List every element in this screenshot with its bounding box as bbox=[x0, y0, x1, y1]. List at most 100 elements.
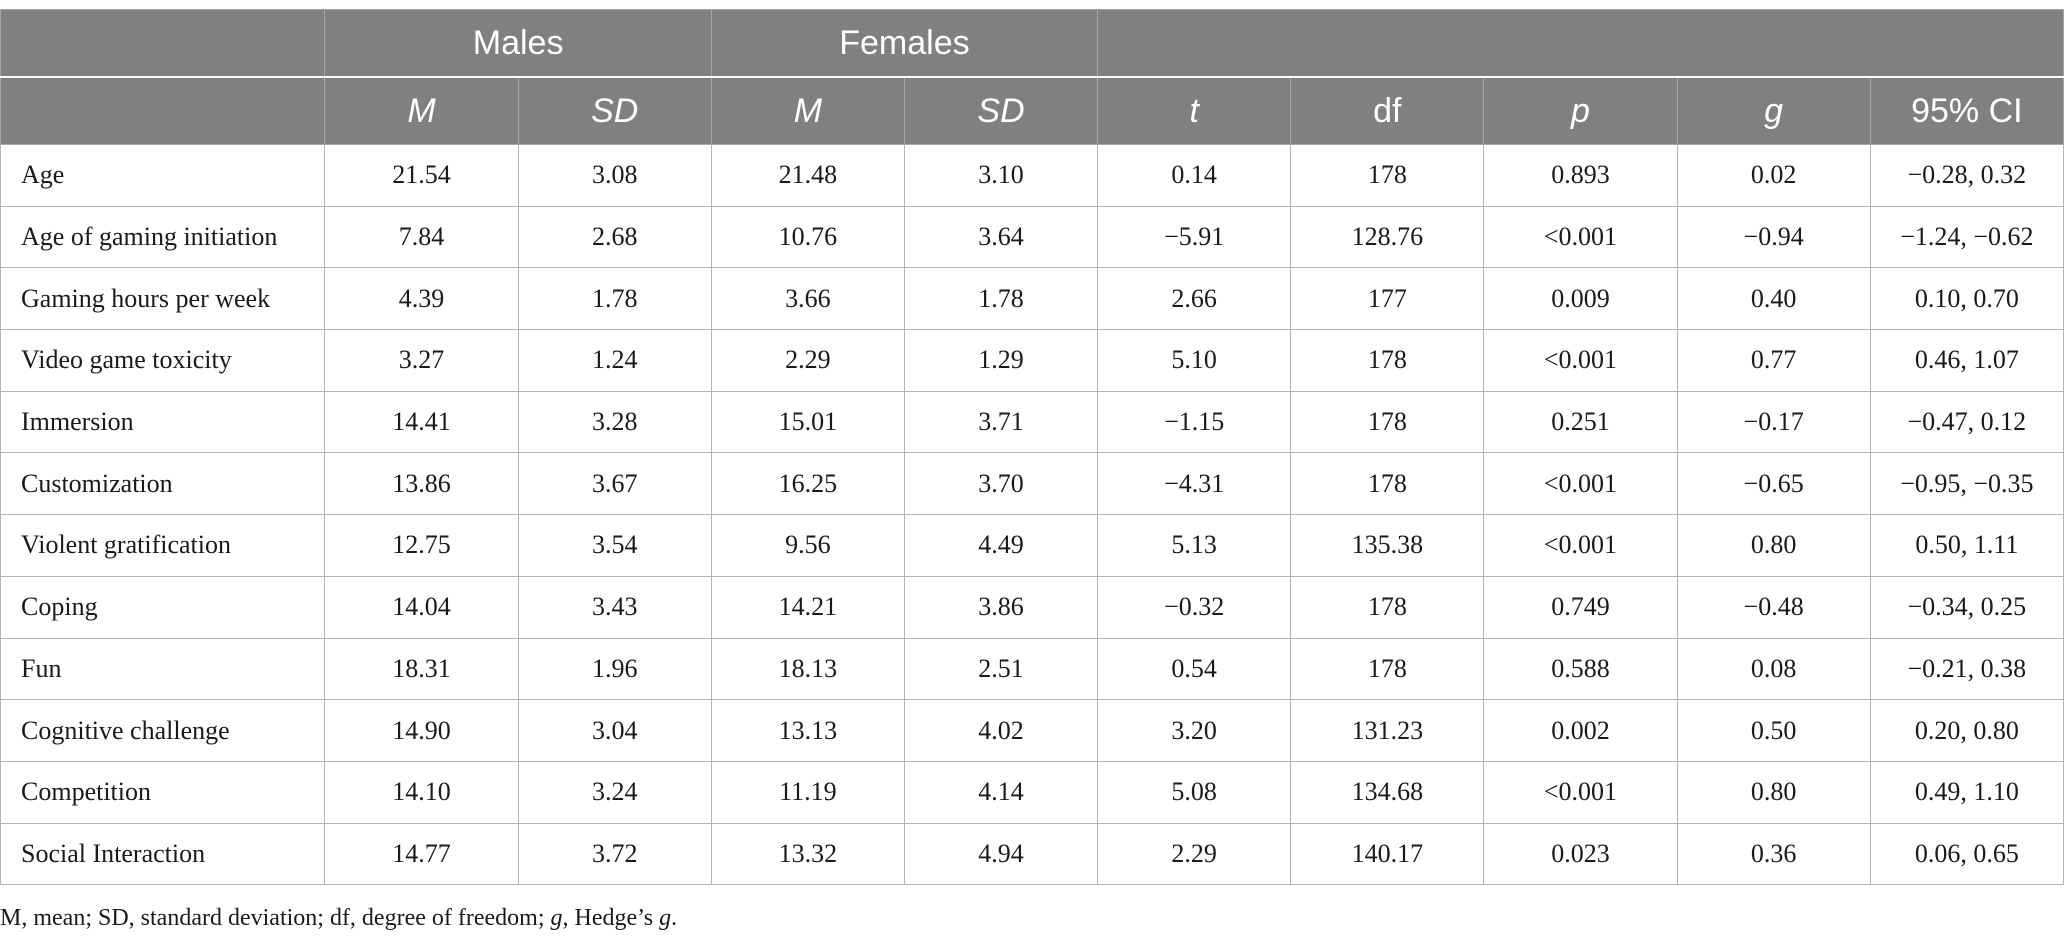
row-label: Video game toxicity bbox=[0, 329, 326, 392]
row-label: Fun bbox=[0, 637, 326, 701]
cell-df: 177 bbox=[1290, 267, 1485, 331]
cell-females-m: 13.32 bbox=[710, 822, 905, 886]
footnote-text-1: M, mean; SD, standard deviation; df, deg… bbox=[0, 905, 551, 931]
cell-ci: 0.49, 1.10 bbox=[1869, 760, 2064, 824]
cell-g: 0.40 bbox=[1676, 267, 1871, 331]
header-t: t bbox=[1097, 76, 1292, 145]
cell-males-m: 14.77 bbox=[324, 822, 519, 886]
cell-t: 0.14 bbox=[1097, 144, 1292, 207]
cell-ci: −0.28, 0.32 bbox=[1869, 144, 2064, 207]
cell-males-sd: 3.72 bbox=[517, 822, 712, 886]
cell-p: <0.001 bbox=[1483, 452, 1678, 516]
cell-p: 0.009 bbox=[1483, 267, 1678, 331]
cell-females-m: 3.66 bbox=[710, 267, 905, 331]
table-row: Coping 14.04 3.43 14.21 3.86 −0.32 178 0.749 −0.… bbox=[0, 575, 2064, 639]
cell-males-m: 4.39 bbox=[324, 267, 519, 331]
cell-females-m: 10.76 bbox=[710, 205, 905, 269]
cell-males-sd: 3.08 bbox=[517, 144, 712, 207]
table-row: Age 21.54 3.08 21.48 3.10 0.14 178 0.893 0.02 −0.… bbox=[0, 144, 2064, 207]
cell-females-sd: 1.29 bbox=[903, 329, 1099, 392]
statistics-table: Males Females M SD M SD t df p g 95% CI … bbox=[0, 9, 2064, 886]
cell-males-m: 18.31 bbox=[324, 637, 519, 701]
cell-df: 178 bbox=[1290, 144, 1485, 207]
header-group-males: Males bbox=[324, 9, 712, 78]
cell-t: 2.29 bbox=[1097, 822, 1292, 886]
cell-df: 140.17 bbox=[1290, 822, 1485, 886]
cell-df: 178 bbox=[1290, 452, 1485, 516]
cell-t: 5.13 bbox=[1097, 514, 1292, 577]
cell-males-sd: 1.96 bbox=[517, 637, 712, 701]
cell-females-sd: 3.64 bbox=[903, 205, 1099, 269]
cell-g: 0.02 bbox=[1676, 144, 1871, 207]
row-label: Age bbox=[0, 144, 326, 207]
cell-g: 0.08 bbox=[1676, 637, 1871, 701]
cell-males-m: 13.86 bbox=[324, 452, 519, 516]
cell-females-m: 18.13 bbox=[710, 637, 905, 701]
cell-females-m: 16.25 bbox=[710, 452, 905, 516]
cell-g: 0.77 bbox=[1676, 329, 1871, 392]
cell-df: 178 bbox=[1290, 329, 1485, 392]
cell-females-sd: 3.10 bbox=[903, 144, 1099, 207]
cell-males-sd: 3.24 bbox=[517, 760, 712, 824]
cell-females-sd: 4.02 bbox=[903, 699, 1099, 762]
cell-p: <0.001 bbox=[1483, 760, 1678, 824]
cell-t: 2.66 bbox=[1097, 267, 1292, 331]
cell-p: 0.893 bbox=[1483, 144, 1678, 207]
cell-ci: −0.21, 0.38 bbox=[1869, 637, 2064, 701]
cell-df: 178 bbox=[1290, 390, 1485, 454]
cell-ci: 0.10, 0.70 bbox=[1869, 267, 2064, 331]
cell-males-m: 14.10 bbox=[324, 760, 519, 824]
table-row: Violent gratification 12.75 3.54 9.56 4.49 5.… bbox=[0, 514, 2064, 577]
cell-df: 128.76 bbox=[1290, 205, 1485, 269]
cell-t: 0.54 bbox=[1097, 637, 1292, 701]
cell-females-m: 2.29 bbox=[710, 329, 905, 392]
cell-females-sd: 1.78 bbox=[903, 267, 1099, 331]
row-label: Cognitive challenge bbox=[0, 699, 326, 762]
header-p: p bbox=[1483, 76, 1678, 145]
cell-p: <0.001 bbox=[1483, 514, 1678, 577]
cell-females-sd: 3.70 bbox=[903, 452, 1099, 516]
header-group-females: Females bbox=[710, 9, 1099, 78]
cell-males-sd: 1.24 bbox=[517, 329, 712, 392]
cell-ci: −0.34, 0.25 bbox=[1869, 575, 2064, 639]
footnote-g-2: g bbox=[659, 905, 672, 931]
cell-p: 0.588 bbox=[1483, 637, 1678, 701]
cell-g: 0.80 bbox=[1676, 514, 1871, 577]
cell-df: 134.68 bbox=[1290, 760, 1485, 824]
cell-p: <0.001 bbox=[1483, 205, 1678, 269]
cell-males-sd: 3.43 bbox=[517, 575, 712, 639]
header-label-blank bbox=[0, 76, 326, 145]
cell-t: 5.10 bbox=[1097, 329, 1292, 392]
table-row: Immersion 14.41 3.28 15.01 3.71 −1.15 178 0.251… bbox=[0, 390, 2064, 454]
cell-df: 178 bbox=[1290, 637, 1485, 701]
header-ci: 95% CI bbox=[1869, 76, 2064, 145]
cell-ci: 0.50, 1.11 bbox=[1869, 514, 2064, 577]
header-corner-cell bbox=[0, 9, 326, 78]
cell-g: 0.50 bbox=[1676, 699, 1871, 762]
header-males-m: M bbox=[324, 76, 519, 145]
table-row: Video game toxicity 3.27 1.24 2.29 1.29 5.10 1… bbox=[0, 329, 2064, 392]
cell-p: <0.001 bbox=[1483, 329, 1678, 392]
row-label: Violent gratification bbox=[0, 514, 326, 577]
cell-ci: 0.46, 1.07 bbox=[1869, 329, 2064, 392]
cell-t: 5.08 bbox=[1097, 760, 1292, 824]
cell-males-m: 14.41 bbox=[324, 390, 519, 454]
cell-t: −4.31 bbox=[1097, 452, 1292, 516]
header-males-sd: SD bbox=[517, 76, 712, 145]
cell-g: −0.65 bbox=[1676, 452, 1871, 516]
cell-males-m: 12.75 bbox=[324, 514, 519, 577]
footnote-text-2: , Hedge’s bbox=[562, 905, 660, 931]
table-body: Age 21.54 3.08 21.48 3.10 0.14 178 0.893 0.02 −0.… bbox=[0, 144, 2064, 886]
cell-males-sd: 3.54 bbox=[517, 514, 712, 577]
header-females-m: M bbox=[710, 76, 905, 145]
table-header: Males Females M SD M SD t df p g 95% CI bbox=[0, 9, 2064, 145]
cell-females-m: 14.21 bbox=[710, 575, 905, 639]
cell-df: 178 bbox=[1290, 575, 1485, 639]
cell-females-sd: 3.71 bbox=[903, 390, 1099, 454]
cell-p: 0.023 bbox=[1483, 822, 1678, 886]
row-label: Immersion bbox=[0, 390, 326, 454]
footnote-g-1: g bbox=[550, 905, 563, 931]
cell-t: −1.15 bbox=[1097, 390, 1292, 454]
cell-females-m: 13.13 bbox=[710, 699, 905, 762]
cell-females-sd: 3.86 bbox=[903, 575, 1099, 639]
